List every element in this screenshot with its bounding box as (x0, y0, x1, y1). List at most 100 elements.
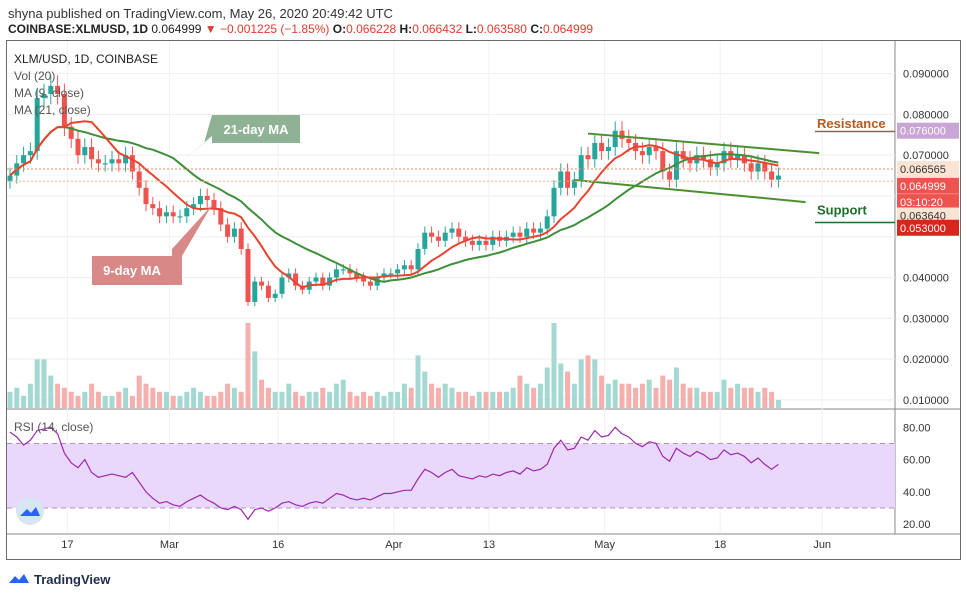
volume-bar (497, 391, 503, 408)
volume-bar (218, 391, 224, 408)
volume-bar (762, 387, 768, 408)
price-axis-tag (897, 194, 959, 211)
candle-body (395, 269, 401, 274)
candle-body (279, 277, 285, 294)
volume-bar (769, 391, 775, 408)
volume-bar (204, 395, 210, 408)
candle-body (769, 171, 775, 180)
candle-body (68, 126, 74, 139)
tradingview-footer[interactable]: TradingView (8, 570, 110, 592)
volume-bar (75, 395, 81, 408)
candle-body (565, 171, 571, 188)
candle-body (48, 85, 54, 95)
candle-body (21, 155, 27, 164)
volume-bar (544, 367, 550, 408)
candle-body (775, 175, 781, 180)
candle-body (333, 269, 339, 278)
price-axis-tag (897, 219, 959, 236)
volume-bar (755, 391, 761, 408)
volume-bar (558, 363, 564, 408)
ma9-callout-label: 9-day MA (103, 263, 161, 278)
volume-bar (123, 387, 129, 408)
candle-body (313, 277, 319, 282)
volume-bar (401, 383, 407, 408)
legend-entry: MA (21, close) (14, 103, 91, 117)
volume-bar (775, 399, 781, 408)
tradingview-brand: TradingView (34, 572, 111, 587)
volume-bar (102, 395, 108, 408)
x-tick-label: 16 (272, 539, 284, 551)
volume-bar (347, 391, 353, 408)
candle-body (401, 265, 407, 270)
volume-bar (592, 359, 598, 408)
candle-body (252, 281, 258, 302)
price-axis-tag-label: 0.076000 (900, 126, 946, 138)
volume-bar (680, 383, 686, 408)
y-tick-label: 0.080000 (903, 109, 949, 121)
chart-header: shyna published on TradingView.com, May … (0, 0, 967, 38)
x-tick-label: Jun (813, 539, 831, 551)
candle-body (27, 151, 33, 156)
volume-bar (7, 391, 13, 408)
volume-bar (333, 383, 339, 408)
volume-bar (272, 391, 278, 408)
volume-bar (116, 391, 122, 408)
volume-bar (633, 387, 639, 408)
volume-bar (170, 395, 176, 408)
candle-body (170, 212, 176, 217)
y-tick-label: 0.020000 (903, 354, 949, 366)
price-axis-tag (897, 122, 959, 139)
volume-bar (279, 391, 285, 408)
price-change: −0.001225 (−1.85%) (220, 22, 330, 36)
candle-body (667, 171, 673, 180)
candle-body (225, 224, 231, 237)
candle-body (116, 159, 122, 164)
volume-bar (531, 387, 537, 408)
volume-bar (701, 391, 707, 408)
x-tick-label: 13 (483, 539, 495, 551)
volume-bar (34, 359, 40, 408)
rsi-tick-label: 20.00 (903, 519, 931, 531)
candle-body (592, 142, 598, 160)
last-price: 0.064999 (151, 22, 202, 36)
volume-bar (626, 383, 632, 408)
volume-bar (293, 391, 299, 408)
volume-bar (306, 391, 312, 408)
candle-body (701, 155, 707, 160)
tradingview-watermark-mark (20, 507, 40, 516)
candle-body (463, 236, 469, 241)
volume-bar (524, 383, 530, 408)
candle-body (231, 228, 237, 237)
volume-bar (367, 395, 373, 408)
volume-bar (503, 391, 509, 408)
candle-body (469, 240, 475, 245)
volume-bar (408, 387, 414, 408)
candle-body (191, 204, 197, 209)
candle-body (531, 228, 537, 233)
candle-body (626, 138, 632, 143)
volume-bar (109, 395, 115, 408)
volume-bar (381, 395, 387, 408)
rsi-tick-label: 60.00 (903, 455, 931, 467)
y-tick-label: 0.040000 (903, 273, 949, 285)
resistance-label: Resistance (817, 116, 886, 131)
candle-body (517, 232, 523, 237)
candle-body (673, 151, 679, 180)
volume-bar (68, 391, 74, 408)
volume-bar (483, 391, 489, 408)
volume-bar (673, 367, 679, 408)
ohlc-close-label: C: (530, 22, 543, 36)
price-axis-tag-label: 0.053000 (900, 223, 946, 235)
chart-frame[interactable] (6, 40, 961, 560)
volume-bar (456, 391, 462, 408)
candle-body (163, 212, 169, 217)
volume-bar (551, 323, 557, 408)
volume-bar (55, 383, 61, 408)
candle-body (245, 248, 251, 302)
volume-bar (82, 391, 88, 408)
y-tick-label: 0.090000 (903, 69, 949, 81)
volume-bar (469, 395, 475, 408)
candle-body (646, 147, 652, 156)
volume-bar (605, 383, 611, 408)
